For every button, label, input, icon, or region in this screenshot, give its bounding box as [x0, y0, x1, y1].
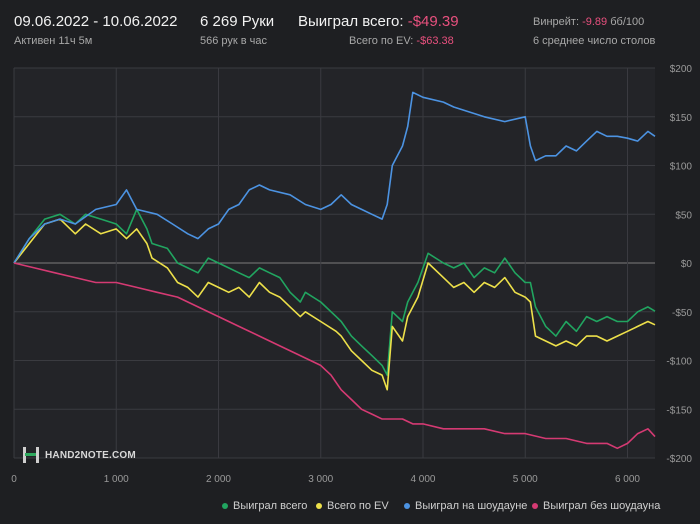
x-tick-label: 1 000 [104, 474, 129, 485]
date-range: 09.06.2022 - 10.06.2022 [14, 13, 178, 30]
avg-tables: 6 среднее число столов [533, 35, 656, 47]
x-tick-label: 6 000 [615, 474, 640, 485]
x-tick-label: 2 000 [206, 474, 231, 485]
y-tick-label: $100 [670, 162, 693, 173]
x-tick-label: 5 000 [513, 474, 538, 485]
ev-total-label: Всего по EV: [349, 35, 414, 47]
hands-count: 6 269 Руки [200, 13, 275, 30]
grid-lines [13, 67, 655, 459]
x-tick-label: 3 000 [308, 474, 333, 485]
series-line-1 [13, 218, 656, 391]
y-tick-label: $200 [670, 64, 693, 75]
winrate-value: -9.89 [582, 16, 608, 28]
winrate: Винрейт: -9.89 бб/100 [533, 16, 644, 28]
ev-total: Всего по EV: -$63.38 [349, 35, 454, 47]
legend-label: Всего по EV [327, 500, 389, 512]
y-tick-label: $150 [670, 113, 693, 124]
series-line-3 [13, 262, 656, 450]
legend-item: Всего по EV [316, 500, 389, 512]
series-layer [13, 91, 656, 450]
legend-item: Выиграл на шоудауне [404, 500, 527, 512]
series-line-0 [13, 208, 656, 376]
active-time: Активен 11ч 5м [14, 35, 93, 47]
series-line-2 [13, 91, 656, 264]
ev-total-value: -$63.38 [416, 35, 454, 47]
chart-legend: Выиграл всего Всего по EV Выиграл на шоуда… [0, 500, 700, 516]
legend-dot-icon [316, 503, 322, 509]
legend-label: Выиграл всего [233, 500, 308, 512]
logo-text: HAND2NOTE.COM [45, 449, 136, 461]
winrate-unit: бб/100 [610, 16, 645, 28]
legend-label: Выиграл без шоудауна [543, 500, 661, 512]
h2n-logo-icon [22, 446, 40, 464]
legend-label: Выиграл на шоудауне [415, 500, 528, 512]
total-won: Выиграл всего: -$49.39 [298, 13, 459, 30]
x-axis: 0 1 000 2 000 3 000 4 000 5 000 6 000 [11, 474, 640, 485]
total-won-label: Выиграл всего: [298, 13, 404, 30]
legend-dot-icon [532, 503, 538, 509]
legend-dot-icon [222, 503, 228, 509]
legend-dot-icon [404, 503, 410, 509]
y-tick-label: -$50 [672, 308, 692, 319]
x-tick-label: 4 000 [410, 474, 435, 485]
winrate-label: Винрейт: [533, 16, 580, 28]
total-won-value: -$49.39 [407, 13, 459, 30]
hand2note-logo: HAND2NOTE.COM [22, 446, 136, 464]
legend-item: Выиграл без шоудауна [532, 500, 660, 512]
y-tick-label: $0 [681, 259, 693, 270]
profit-chart: $200 $150 $100 $50 $0 -$50 -$100 -$150 -$200 0 1 … [11, 64, 692, 485]
y-tick-label: -$150 [666, 405, 692, 416]
stats-header: 09.06.2022 - 10.06.2022 Активен 11ч 5м 6… [0, 0, 700, 56]
y-axis: $200 $150 $100 $50 $0 -$50 -$100 -$150 -$200 [666, 64, 692, 465]
hands-per-hour: 566 рук в час [200, 35, 268, 47]
y-tick-label: -$200 [666, 454, 692, 465]
y-tick-label: -$100 [666, 357, 692, 368]
legend-item: Выиграл всего [222, 500, 307, 512]
x-tick-label: 0 [11, 474, 17, 485]
y-tick-label: $50 [675, 210, 692, 221]
